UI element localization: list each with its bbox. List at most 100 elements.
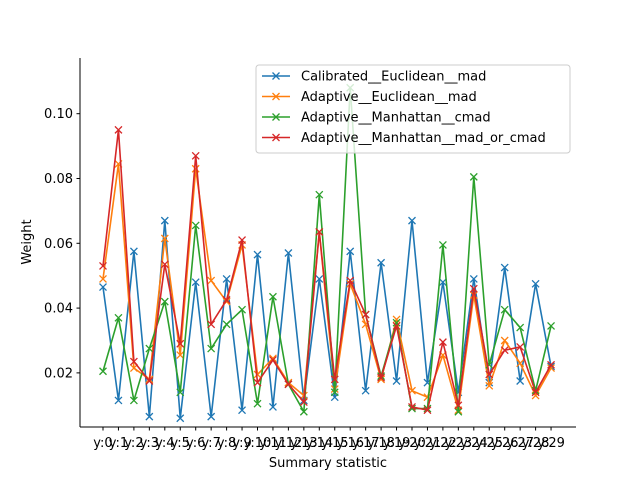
x-tick-label: y:27	[506, 436, 534, 451]
x-tick-label: y:24	[460, 436, 488, 451]
data-point-marker	[176, 414, 185, 423]
x-axis-label: Summary statistic	[269, 456, 387, 471]
data-point-marker	[346, 247, 355, 256]
series-2	[99, 83, 556, 416]
data-point-marker	[361, 386, 370, 395]
data-point-marker	[516, 359, 525, 368]
data-point-marker	[207, 320, 216, 329]
data-point-marker	[454, 407, 463, 416]
data-point-marker	[191, 221, 200, 230]
legend-label: Adaptive__Manhattan__cmad	[301, 111, 491, 126]
data-point-marker	[500, 263, 509, 272]
plot-area	[99, 83, 556, 423]
data-point-marker	[268, 292, 277, 301]
data-point-marker	[377, 373, 386, 382]
data-point-marker	[547, 321, 556, 330]
data-point-marker	[315, 190, 324, 199]
y-tick-label: 0.10	[44, 107, 73, 122]
x-tick-label: y:4	[155, 436, 174, 451]
data-point-marker	[207, 412, 216, 421]
x-tick-label: y:3	[140, 436, 159, 451]
data-point-marker	[423, 406, 432, 415]
y-tick-label: 0.04	[44, 302, 73, 317]
legend-label: Calibrated__Euclidean__mad	[301, 70, 486, 85]
y-axis-label: Weight	[20, 219, 35, 264]
data-point-marker	[253, 370, 262, 379]
data-point-marker	[253, 378, 262, 387]
data-point-marker	[330, 388, 339, 397]
y-tick-label: 0.06	[44, 237, 73, 252]
data-point-marker	[238, 406, 247, 415]
data-point-marker	[408, 402, 416, 411]
data-point-marker	[176, 388, 185, 397]
x-tick-label: y:0	[93, 436, 112, 451]
data-point-marker	[392, 321, 401, 330]
x-tick-label: y:20	[398, 436, 426, 451]
data-point-marker	[408, 216, 416, 225]
legend-marker	[272, 92, 280, 101]
data-point-marker	[145, 412, 154, 421]
x-tick-label: y:1	[109, 436, 128, 451]
data-point-marker	[330, 375, 339, 384]
data-point-marker	[129, 396, 138, 405]
x-tick-label: y:25	[475, 436, 503, 451]
data-point-marker	[129, 247, 138, 256]
data-point-marker	[438, 240, 447, 249]
legend-entry: Calibrated__Euclidean__mad	[262, 70, 486, 85]
data-point-marker	[238, 236, 247, 245]
data-point-marker	[207, 276, 216, 285]
x-tick-label: y:14	[305, 436, 333, 451]
data-point-marker	[99, 274, 107, 283]
data-point-marker	[222, 296, 231, 304]
data-point-marker	[160, 260, 169, 269]
data-point-marker	[268, 354, 277, 363]
legend: Calibrated__Euclidean__mad Adaptive__Eucl…	[255, 64, 571, 154]
x-tick-label: y:21	[414, 436, 442, 451]
data-point-marker	[500, 305, 509, 314]
x-tick-label: y:15	[321, 436, 349, 451]
data-point-marker	[469, 172, 478, 181]
y-tick-label: 0.02	[44, 366, 73, 381]
x-tick-label: y:17	[352, 436, 380, 451]
data-point-marker	[160, 234, 169, 243]
data-point-marker	[129, 357, 138, 366]
x-tick-label: y:11	[259, 436, 287, 451]
x-tick-label: y:7	[201, 436, 220, 451]
data-point-marker	[145, 344, 154, 353]
y-axis-ticks: 0.02 0.04 0.06 0.08 0.10	[44, 107, 80, 381]
series-line	[102, 129, 552, 411]
legend-entry: Adaptive__Manhattan__cmad	[262, 111, 491, 126]
series-line	[102, 86, 552, 413]
x-axis-ticks: y:0y:1y:2y:3y:4y:5y:6y:7y:8y:9y:10y:11y:…	[93, 427, 565, 451]
x-tick-label: y:13	[290, 436, 318, 451]
series-0	[99, 216, 556, 423]
data-point-marker	[485, 370, 494, 379]
data-point-marker	[438, 278, 447, 287]
legend-label: Adaptive__Manhattan__mad_or_cmad	[301, 131, 546, 146]
data-point-marker	[408, 404, 416, 413]
data-point-marker	[377, 375, 386, 384]
x-tick-label: y:18	[367, 436, 395, 451]
series-line	[102, 219, 552, 420]
legend-label: Adaptive__Euclidean__mad	[301, 90, 477, 105]
legend-marker	[272, 133, 280, 142]
x-tick-label: y:5	[171, 436, 190, 451]
data-point-marker	[191, 164, 200, 173]
data-point-marker	[284, 380, 293, 389]
data-point-marker	[315, 274, 324, 283]
data-point-marker	[547, 360, 556, 369]
x-tick-label: y:2	[124, 436, 143, 451]
data-point-marker	[253, 399, 262, 408]
data-point-marker	[516, 343, 525, 351]
x-tick-label: y:12	[275, 436, 303, 451]
data-point-marker	[392, 318, 401, 327]
legend-marker	[272, 113, 280, 121]
data-point-marker	[160, 297, 169, 306]
x-tick-label: y:9	[232, 436, 251, 451]
data-point-marker	[176, 351, 185, 360]
data-point-marker	[438, 338, 447, 347]
data-point-marker	[99, 283, 107, 291]
series-3	[99, 125, 556, 415]
data-point-marker	[191, 278, 200, 287]
